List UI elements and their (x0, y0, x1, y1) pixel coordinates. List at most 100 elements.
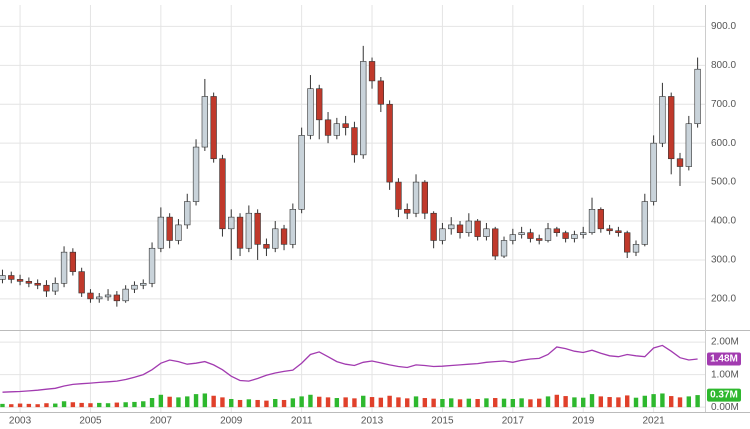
value-label: 0.37M (710, 390, 738, 401)
volume-bar (229, 398, 234, 408)
x-tick-label: 2019 (572, 416, 595, 427)
candle-body (544, 228, 552, 241)
candle-body (78, 271, 85, 294)
volume-bar (449, 398, 454, 408)
candle-body (474, 220, 481, 237)
candle-body (351, 127, 358, 156)
volume-bar (202, 393, 208, 408)
volume-bar (114, 402, 120, 408)
candle-body (201, 96, 209, 148)
volume-bar (97, 402, 102, 408)
volume-bar (625, 395, 630, 408)
volume-bar (422, 398, 428, 408)
volume-bar (176, 397, 181, 408)
volume-bar (484, 398, 489, 408)
candle-body (25, 281, 33, 284)
volume-bar (149, 398, 155, 408)
y-tick-label: 400.0 (711, 216, 736, 227)
volume-bar (35, 404, 40, 408)
candle-body (148, 247, 156, 284)
y-tick-label: 500.0 (711, 177, 736, 188)
candle-body (210, 96, 217, 160)
candle-body (16, 279, 24, 282)
volume-bar (273, 398, 278, 408)
candle-body (624, 232, 631, 253)
volume-bar (0, 403, 5, 408)
volume-bar (440, 398, 445, 408)
candle-body (192, 146, 200, 202)
y-tick-label: 800.0 (711, 60, 736, 71)
volume-bar (167, 396, 172, 408)
x-tick-label: 2017 (502, 416, 525, 427)
candle-body (571, 234, 578, 239)
volume-bar (308, 394, 313, 408)
volume-bar (325, 397, 331, 408)
candle-body (122, 288, 129, 302)
y-tick-label: 1.00M (711, 369, 739, 380)
x-tick-label: 2003 (9, 416, 32, 427)
candle-body (580, 232, 587, 235)
volume-bar (317, 396, 322, 408)
candle-body (588, 209, 596, 233)
volume-bar (70, 402, 76, 408)
volume-bar (185, 396, 190, 408)
volume-bar (660, 393, 665, 408)
volume-bar (343, 397, 348, 408)
volume-bar (651, 394, 656, 408)
volume-bar (369, 397, 375, 408)
volume-bar (123, 402, 128, 408)
volume-bar (633, 397, 639, 408)
candle-body (228, 216, 235, 230)
volume-bar (53, 403, 58, 408)
candle-body (219, 158, 226, 230)
candle-body (632, 244, 640, 253)
candle-body (342, 123, 349, 128)
candle-body (360, 61, 367, 156)
candle-body (307, 88, 314, 136)
candle-body (175, 224, 182, 241)
candle-body (368, 61, 376, 82)
volume-bar (545, 396, 551, 408)
candle-body (668, 96, 675, 160)
candle-body (386, 103, 393, 183)
volume-bar (616, 397, 621, 408)
x-tick-label: 2015 (431, 416, 454, 427)
volume-bar (466, 398, 472, 408)
volume-bar (686, 396, 692, 408)
volume-bar (26, 403, 32, 408)
candle-body (536, 238, 543, 241)
y-tick-label: 0.00M (711, 402, 739, 413)
volume-bar (17, 403, 23, 408)
candle-body (553, 228, 560, 233)
volume-bar (642, 395, 648, 408)
volume-bar (537, 398, 542, 408)
y-tick-label: 700.0 (711, 99, 736, 110)
candle-body (430, 212, 437, 241)
candle-body (236, 216, 244, 249)
volume-bar (510, 398, 516, 408)
candle-body (280, 228, 288, 245)
volume-bar (79, 402, 84, 408)
candle-body (412, 181, 420, 214)
candle-body (562, 232, 569, 239)
candle-body (104, 294, 112, 298)
candle-body (492, 228, 499, 257)
volume-bar (88, 403, 93, 408)
volume-bar (193, 394, 199, 408)
candle-body (0, 275, 6, 280)
volume-bar (669, 396, 674, 408)
candle-body (659, 96, 666, 144)
candle-body (43, 284, 50, 292)
volume-bar (44, 403, 49, 408)
value-label-box (707, 352, 741, 366)
volume-bar (255, 399, 260, 408)
candle-body (69, 251, 77, 272)
x-tick-label: 2009 (220, 416, 243, 427)
volume-bar (387, 395, 392, 408)
volume-bar (237, 399, 243, 408)
volume-average-line (2, 344, 698, 393)
candle-body (298, 135, 305, 210)
volume-bar (105, 403, 111, 408)
volume-bar (299, 396, 304, 408)
candle-body (676, 158, 684, 167)
